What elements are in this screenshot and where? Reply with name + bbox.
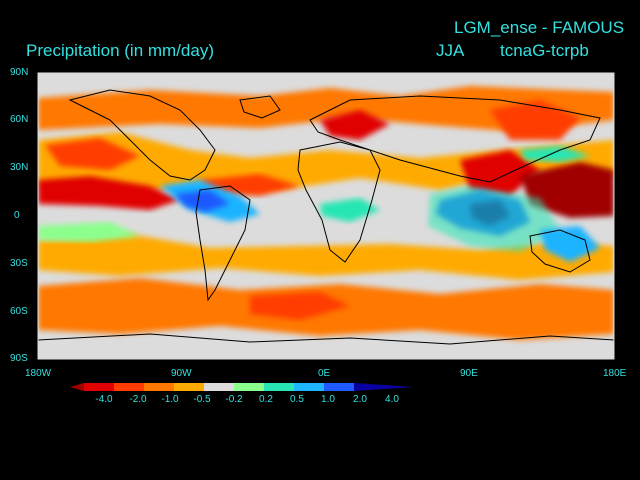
season-label: JJA	[436, 41, 465, 60]
colorbar-tick-label: 0.5	[290, 394, 304, 405]
lon-label: 180E	[603, 368, 627, 379]
colorbar-swatch	[174, 383, 204, 391]
experiment-label: LGM_ense - FAMOUS	[454, 18, 625, 37]
lon-label: 90W	[171, 368, 192, 379]
colorbar-tick-label: -0.5	[193, 394, 211, 405]
colorbar-swatch	[294, 383, 324, 391]
colorbar-tick-label: -0.2	[225, 394, 243, 405]
lat-label: 30N	[10, 162, 29, 173]
colorbar-swatch	[264, 383, 294, 391]
colorbar-tick-label: 4.0	[385, 394, 399, 405]
colorbar-swatch	[144, 383, 174, 391]
lon-label: 90E	[460, 368, 478, 379]
precip-contours	[38, 86, 614, 340]
colorbar-swatch	[70, 383, 84, 391]
colorbar	[70, 383, 414, 391]
lat-label: 90N	[10, 67, 29, 78]
colorbar-swatch	[324, 383, 354, 391]
lat-label: 60S	[10, 306, 28, 317]
lat-label: 90S	[10, 353, 28, 364]
lat-label: 0	[14, 210, 20, 221]
map-frame	[37, 72, 615, 360]
lat-label: 30S	[10, 258, 28, 269]
colorbar-tick-label: -2.0	[129, 394, 147, 405]
colorbar-tick-label: -1.0	[161, 394, 179, 405]
lat-label: 60N	[10, 114, 29, 125]
colorbar-swatch	[84, 383, 114, 391]
colorbar-swatch	[234, 383, 264, 391]
colorbar-tick-label: 1.0	[321, 394, 335, 405]
colorbar-tick-label: 2.0	[353, 394, 367, 405]
difference-label: tcnaG-tcrpb	[500, 41, 589, 60]
colorbar-tick-label: -4.0	[95, 394, 113, 405]
coastlines	[38, 89, 614, 345]
colorbar-swatch	[354, 383, 414, 391]
colorbar-swatch	[204, 383, 234, 391]
map-title: Precipitation (in mm/day)	[26, 41, 215, 60]
lon-label: 0E	[318, 368, 331, 379]
colorbar-swatch	[114, 383, 144, 391]
lon-label: 180W	[25, 368, 52, 379]
colorbar-tick-label: 0.2	[259, 394, 273, 405]
